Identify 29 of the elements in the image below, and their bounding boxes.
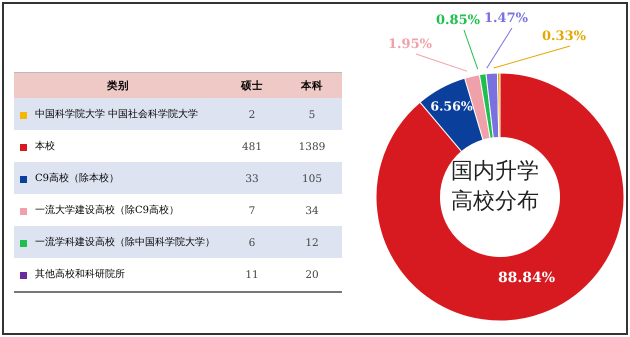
data-label: 7 bbox=[248, 205, 256, 217]
data-label: 88.84% bbox=[498, 270, 556, 286]
data-label: 6 bbox=[248, 237, 256, 249]
text: 本科 bbox=[300, 79, 324, 93]
data-label: 2 bbox=[248, 109, 256, 121]
category-label: 中国科学院大学 中国社会科学院大学 bbox=[35, 109, 198, 121]
data-label: 0.85% bbox=[436, 13, 481, 28]
data-label: 20 bbox=[304, 269, 320, 281]
data-label: 105 bbox=[300, 173, 324, 185]
category-label: 其他高校和科研院所 bbox=[35, 269, 125, 281]
data-label: 1.95% bbox=[388, 37, 433, 52]
data-label: 5 bbox=[308, 109, 316, 121]
data-label: 6.56% bbox=[430, 98, 473, 114]
text: 国内升学高校分布 bbox=[451, 159, 539, 214]
category-label: 本校 bbox=[35, 141, 55, 153]
data-label: 0.33% bbox=[542, 29, 587, 44]
category-label: 一流学科建设高校（除中国科学院大学） bbox=[35, 237, 215, 249]
data-label: 12 bbox=[304, 237, 320, 249]
category-label: C9高校（除本校） bbox=[35, 173, 120, 185]
data-label: 34 bbox=[304, 205, 320, 217]
data-label: 1.47% bbox=[484, 11, 529, 26]
donut-slice bbox=[376, 72, 624, 322]
legend-title: 类别 bbox=[106, 79, 130, 93]
data-label: 11 bbox=[244, 269, 260, 281]
data-label: 1389 bbox=[298, 141, 326, 153]
data-label: 481 bbox=[240, 141, 264, 153]
data-label: 33 bbox=[244, 173, 260, 185]
category-label: 一流大学建设高校（除C9高校） bbox=[35, 205, 180, 217]
series-label: 硕士 bbox=[240, 79, 264, 93]
